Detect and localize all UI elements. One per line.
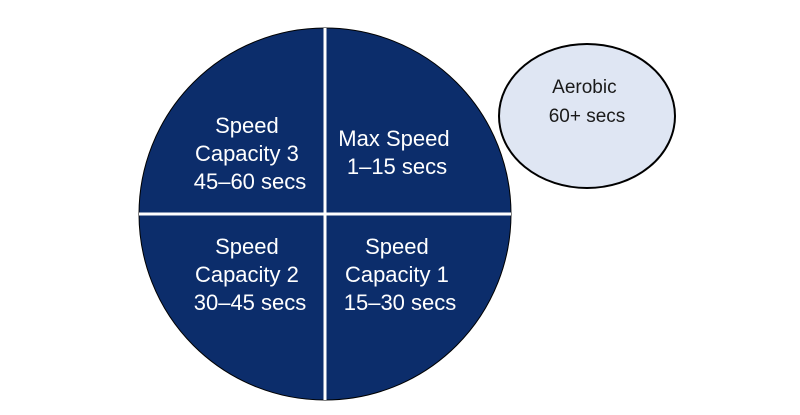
quadrant-top-right-label: Max Speed 1–15 secs [338,126,455,179]
aerobic-line-1: Aerobic [552,77,616,98]
quadrant-top-right-line-1: Max Speed [338,126,449,151]
aerobic-label: Aerobic 60+ secs [549,77,626,127]
quadrant-top-left-line-3: 45–60 secs [194,169,307,194]
aerobic-line-2: 60+ secs [549,106,626,127]
quadrant-top-right-line-2: 1–15 secs [347,154,447,179]
quadrant-bottom-right-line-3: 15–30 secs [344,290,457,315]
quadrant-bottom-left-line-1: Speed [215,234,279,259]
quadrant-bottom-left-label: Speed Capacity 2 30–45 secs [194,234,307,315]
quadrant-bottom-right-label: Speed Capacity 1 15–30 secs [344,234,457,315]
aerobic-ellipse [498,43,676,189]
quadrant-top-left-line-2: Capacity 3 [195,141,299,166]
quadrant-bottom-right-line-2: Capacity 1 [345,262,449,287]
quadrant-bottom-right-line-1: Speed [365,234,429,259]
quadrant-bottom-left-line-3: 30–45 secs [194,290,307,315]
quadrant-top-left-line-1: Speed [215,113,279,138]
quadrant-top-left-label: Speed Capacity 3 45–60 secs [194,113,307,194]
quadrant-bottom-left-line-2: Capacity 2 [195,262,299,287]
